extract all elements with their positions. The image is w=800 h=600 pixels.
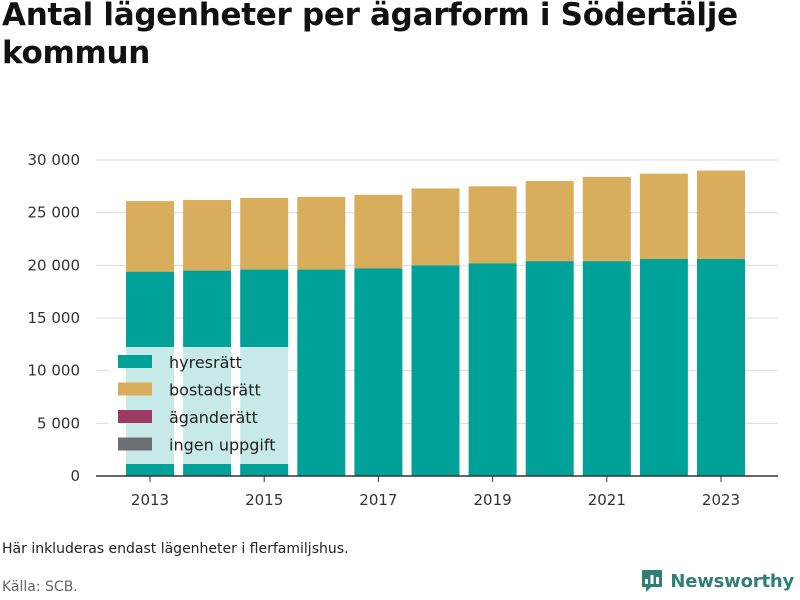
bar-segment-bostadsrätt xyxy=(240,197,289,270)
y-tick-label: 20 000 xyxy=(28,256,81,274)
newsworthy-logo-icon xyxy=(642,570,663,592)
chart-note: Här inkluderas endast lägenheter i flerf… xyxy=(2,541,349,557)
y-tick-label: 0 xyxy=(70,467,80,485)
y-tick-label: 5 000 xyxy=(37,414,80,432)
bar-segment-bostadsrätt xyxy=(354,194,403,269)
axes: 0 5 000 10 000 15 000 20 000 25 000 30 000 2013… xyxy=(28,151,778,509)
source-text: Källa: SCB. xyxy=(2,579,78,595)
bar-segment-bostadsrätt xyxy=(582,176,631,262)
bar-segment-bostadsrätt xyxy=(411,188,460,266)
legend-label: äganderätt xyxy=(169,408,258,427)
y-tick-label: 25 000 xyxy=(28,204,81,222)
x-tick-label: 2019 xyxy=(474,491,512,509)
bar-segment-hyresrätt xyxy=(297,269,346,476)
bar-segment-hyresrätt xyxy=(468,263,517,476)
bar-segment-bostadsrätt xyxy=(297,196,346,270)
legend-swatch xyxy=(118,410,152,423)
bar-segment-bostadsrätt xyxy=(525,181,574,262)
legend: hyresrätt bostadsrätt äganderätt ingen uppg… xyxy=(108,347,289,464)
newsworthy-logo: Newsworthy xyxy=(640,568,794,594)
y-tick-label: 15 000 xyxy=(28,309,81,327)
bar-segment-hyresrätt xyxy=(411,265,460,476)
bar-segment-hyresrätt xyxy=(525,261,574,476)
legend-label: bostadsrätt xyxy=(169,381,261,400)
legend-label: ingen uppgift xyxy=(169,436,276,455)
bar-segment-bostadsrätt xyxy=(639,173,688,260)
x-tick-label: 2023 xyxy=(702,491,740,509)
y-tick-label: 30 000 xyxy=(28,151,81,169)
bar-segment-bostadsrätt xyxy=(468,186,517,264)
bar-segment-hyresrätt xyxy=(639,259,688,476)
x-tick-label: 2015 xyxy=(245,491,283,509)
brand-name: Newsworthy xyxy=(670,570,794,592)
legend-swatch xyxy=(118,382,152,396)
x-tick-label: 2017 xyxy=(359,491,397,509)
bar-segment-bostadsrätt xyxy=(183,200,232,271)
x-tick-label: 2013 xyxy=(131,491,169,509)
bar-segment-hyresrätt xyxy=(697,259,745,476)
legend-swatch xyxy=(118,437,152,451)
legend-label: hyresrätt xyxy=(169,353,242,372)
x-tick-label: 2021 xyxy=(588,491,626,509)
bar-segment-bostadsrätt xyxy=(697,170,745,260)
legend-swatch xyxy=(118,355,152,368)
bar-segment-hyresrätt xyxy=(582,261,631,476)
chart-title: Antal lägenheter per ägarform i Södertäl… xyxy=(2,0,738,71)
bar-segment-bostadsrätt xyxy=(126,201,174,272)
y-tick-label: 10 000 xyxy=(28,362,81,380)
bar-segment-hyresrätt xyxy=(354,268,403,476)
